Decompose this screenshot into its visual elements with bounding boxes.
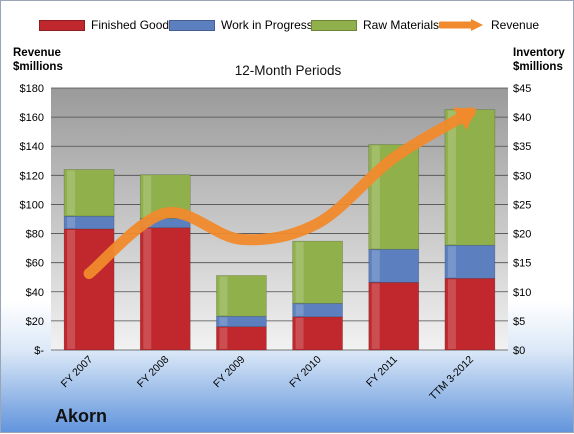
right-tick-label: $45 <box>513 83 531 95</box>
left-tick-label: $100 <box>20 199 44 211</box>
legend-item-revenue: Revenue <box>439 16 539 34</box>
legend-label-finished-goods: Finished Goods <box>91 18 176 32</box>
bar-highlight <box>67 217 76 228</box>
legend-label-work-in-progress: Work in Progress <box>221 18 313 32</box>
x-tick-label: FY 2007 <box>59 354 96 391</box>
bar-highlight <box>371 145 380 249</box>
bar-highlight <box>67 170 76 216</box>
legend: Finished Goods Work in Progress Raw Mate… <box>1 16 574 36</box>
bar-finished-goods <box>63 228 115 351</box>
right-axis-title: Inventory $millions <box>513 46 565 74</box>
bar-highlight <box>447 279 456 349</box>
bar-highlight <box>371 283 380 349</box>
bar-highlight <box>219 317 228 326</box>
left-tick-label: $140 <box>20 141 44 153</box>
left-tick-label: $40 <box>26 287 44 299</box>
right-axis-title-line2: $millions <box>513 61 563 73</box>
bar-finished-goods <box>139 227 191 351</box>
right-axis-title-line1: Inventory <box>513 47 565 59</box>
bar-raw-materials <box>63 169 115 217</box>
legend-swatch-raw-materials <box>311 19 357 31</box>
right-tick-label: $10 <box>513 287 531 299</box>
bar-work-in-progress <box>368 248 420 283</box>
bar-highlight <box>143 228 152 349</box>
left-tick-label: $60 <box>26 258 44 270</box>
bar-highlight <box>143 175 152 218</box>
legend-label-raw-materials: Raw Materials <box>363 18 440 32</box>
bar-highlight <box>447 110 456 245</box>
bar-raw-materials <box>216 275 267 317</box>
company-name: Akorn <box>55 406 108 426</box>
left-tick-label: $- <box>34 345 44 357</box>
right-tick-label: $0 <box>513 345 525 357</box>
bar-highlight <box>295 317 304 349</box>
legend-swatch-work-in-progress <box>169 19 215 31</box>
x-tick-label: FY 2010 <box>287 354 324 391</box>
left-tick-label: $120 <box>20 170 44 182</box>
bar-highlight <box>295 304 304 316</box>
right-tick-label: $40 <box>513 112 531 124</box>
right-tick-label: $35 <box>513 141 531 153</box>
right-tick-label: $15 <box>513 258 531 270</box>
bar-highlight <box>219 276 228 316</box>
revenue-arrowhead <box>452 107 477 131</box>
left-axis-title: Revenue $millions <box>13 46 63 74</box>
legend-item-work-in-progress: Work in Progress <box>169 16 313 34</box>
legend-arrow-icon <box>439 19 483 31</box>
bar-highlight <box>67 229 76 349</box>
x-tick-label: FY 2009 <box>211 354 248 391</box>
right-tick-label: $30 <box>513 170 531 182</box>
bar-finished-goods <box>444 278 496 351</box>
x-tick-label: FY 2011 <box>364 354 400 390</box>
bar-highlight <box>295 242 304 303</box>
bar-finished-goods <box>368 282 420 351</box>
left-tick-label: $160 <box>20 112 44 124</box>
bar-raw-materials <box>292 240 343 304</box>
legend-swatch-finished-goods <box>39 19 85 31</box>
x-tick-label: FY 2008 <box>135 354 172 391</box>
left-tick-label: $180 <box>20 83 44 95</box>
bar-highlight <box>447 246 456 278</box>
left-axis-title-line1: Revenue <box>13 47 61 59</box>
legend-label-revenue: Revenue <box>491 18 540 32</box>
bar-highlight <box>219 327 228 349</box>
right-tick-label: $25 <box>513 199 531 211</box>
right-tick-label: $5 <box>513 316 525 328</box>
x-tick-label: TTM 3-2012 <box>427 354 476 403</box>
bar-highlight <box>371 250 380 282</box>
revenue-line <box>83 107 476 280</box>
left-tick-label: $20 <box>26 316 44 328</box>
left-tick-label: $80 <box>26 229 44 241</box>
right-tick-label: $20 <box>513 229 531 241</box>
legend-item-finished-goods: Finished Goods <box>39 16 175 34</box>
chart-subtitle: 12-Month Periods <box>234 63 342 78</box>
legend-item-raw-materials: Raw Materials <box>311 16 439 34</box>
left-axis-title-line2: $millions <box>13 61 63 73</box>
